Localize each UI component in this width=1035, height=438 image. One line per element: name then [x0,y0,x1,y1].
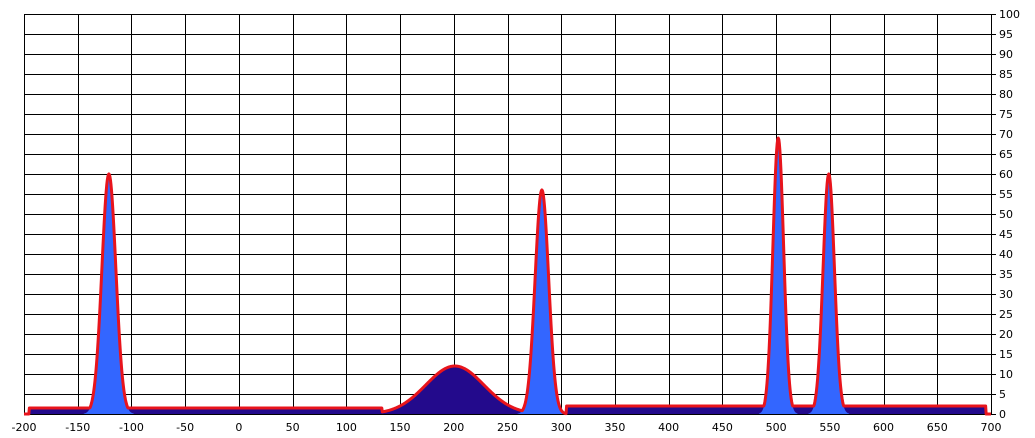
y-tick-label: 75 [999,108,1013,121]
y-tick-label: 85 [999,68,1013,81]
baseline-band [29,408,382,414]
peak-fill [83,174,135,414]
y-tick-label: 55 [999,188,1013,201]
y-tick-label: 35 [999,268,1013,281]
x-tick-label: -100 [119,421,144,434]
x-tick-label: 100 [336,421,357,434]
y-tick-label: 20 [999,328,1013,341]
peak-fill [517,190,567,414]
x-tick-label: -150 [65,421,90,434]
y-tick-label: 25 [999,308,1013,321]
x-tick-label: 50 [286,421,300,434]
y-tick-label: 45 [999,228,1013,241]
x-tick-label: -50 [176,421,194,434]
x-tick-label: -200 [12,421,37,434]
x-tick-label: 550 [819,421,840,434]
x-tick-label: 250 [497,421,518,434]
grid [24,14,992,415]
x-tick-label: 0 [235,421,242,434]
y-tick-label: 60 [999,168,1013,181]
y-tick-label: 50 [999,208,1013,221]
x-tick-label: 300 [551,421,572,434]
y-tick-label: 0 [999,408,1006,421]
x-tick-label: 650 [927,421,948,434]
y-tick-label: 90 [999,48,1013,61]
y-tick-label: 100 [999,8,1020,21]
curve-outline [23,136,992,416]
y-tick-label: 5 [999,388,1006,401]
x-tick-label: 400 [658,421,679,434]
y-tick-label: 30 [999,288,1013,301]
y-tick-label: 80 [999,88,1013,101]
peak-fill [350,366,560,414]
x-tick-label: 700 [981,421,1002,434]
y-tick-label: 40 [999,248,1013,261]
y-tick-label: 65 [999,148,1013,161]
peak-fill [758,138,798,414]
y-tick-label: 95 [999,28,1013,41]
y-tick-label: 70 [999,128,1013,141]
peak-fill [808,174,850,414]
x-tick-label: 350 [604,421,625,434]
x-tick-label: 150 [390,421,411,434]
envelope-line [23,136,992,416]
x-tick-label: 500 [766,421,787,434]
peak-fills [29,138,986,414]
y-tick-label: 15 [999,348,1013,361]
x-tick-label: 600 [873,421,894,434]
x-tick-label: 450 [712,421,733,434]
x-tick-label: 200 [443,421,464,434]
y-tick-label: 10 [999,368,1013,381]
axes: 0 5 10 15 20 25 30 35 40 45 50 55 60 65 70 75 80 85 90 95 10… [12,8,1020,434]
